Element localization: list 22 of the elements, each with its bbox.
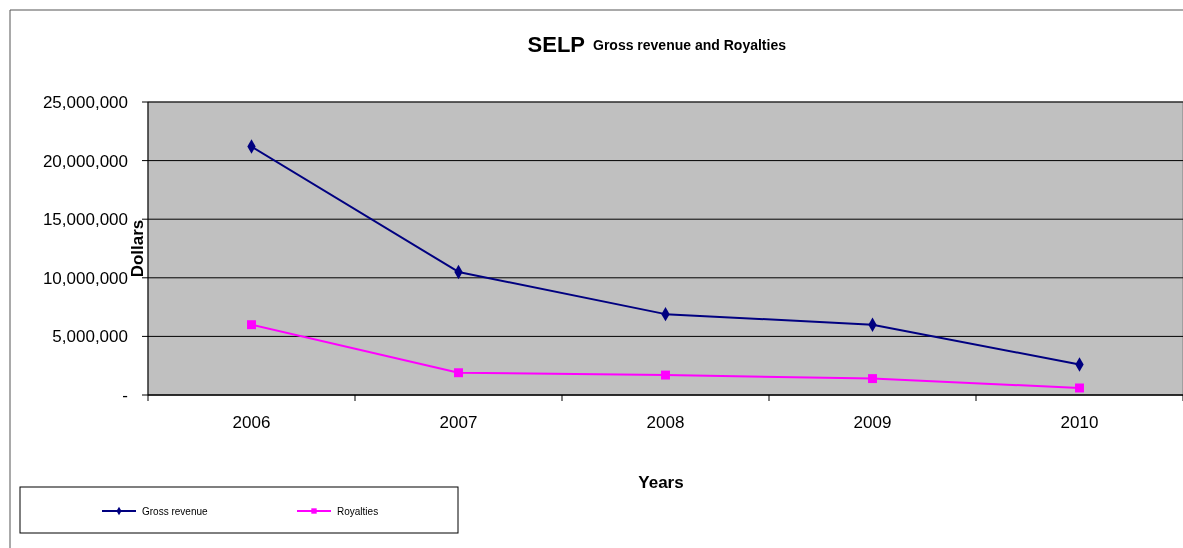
y-tick-label: 10,000,000 [42,268,128,288]
y-tick-label: 15,000,000 [42,210,128,230]
y-tick-label: 20,000,000 [42,151,128,171]
chart-title: SELP [527,32,585,57]
point [868,374,877,384]
x-axis-title: Years [638,473,684,492]
y-tick-label: 25,000,000 [42,92,128,112]
x-tick-label: 2007 [439,413,478,432]
x-tick-label: 2010 [1060,413,1099,432]
point [1075,383,1084,393]
x-tick-label: 2009 [853,413,892,432]
y-axis-title: Dollars [128,219,147,278]
point [454,368,463,378]
y-tick-label: 5,000,000 [52,327,128,347]
legend-label: Royalties [337,505,379,517]
chart-subtitle: Gross revenue and Royalties [593,37,787,53]
point [661,370,670,380]
y-tick-label: - [122,385,128,405]
legend-label: Gross revenue [142,505,209,517]
x-tick-label: 2006 [232,413,271,432]
point [247,320,256,330]
x-tick-label: 2008 [646,413,685,432]
